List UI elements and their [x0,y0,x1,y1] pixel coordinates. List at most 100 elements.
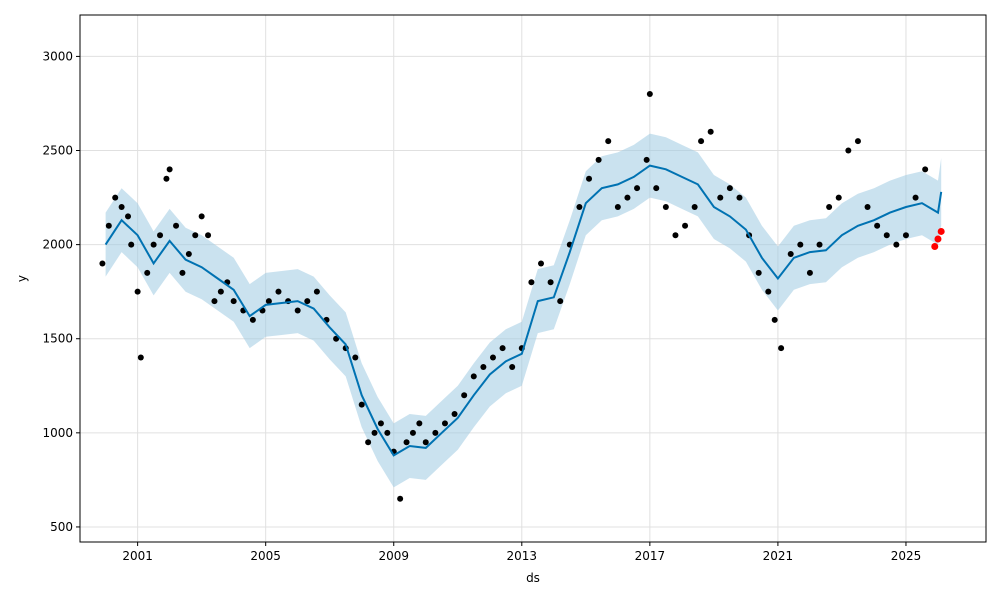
x-axis-ticks: 2001 2005 2009 2013 2017 2021 2025 [122,542,921,563]
observed-point [489,354,496,361]
observed-point [624,194,631,201]
y-tick-label: 3000 [42,49,73,63]
observed-point [217,288,224,295]
observed-point [586,175,593,182]
x-tick-label: 2021 [763,549,794,563]
observed-point [275,288,282,295]
observed-point [893,241,900,248]
observed-point [912,194,919,201]
observed-point [672,232,679,239]
observed-point [137,354,144,361]
observed-point [816,241,823,248]
observed-point [358,401,365,408]
observed-point [480,363,487,370]
observed-point [509,363,516,370]
observed-point [166,166,173,173]
observed-point [755,269,762,276]
observed-point [371,429,378,436]
observed-point [294,307,301,314]
forecast-line-layer [104,164,943,457]
observed-point [461,392,468,399]
observed-point [118,203,125,210]
observed-point [605,138,612,145]
y-tick-label: 2500 [42,144,73,158]
y-tick-label: 2000 [42,238,73,252]
observed-point [707,128,714,135]
observed-point [451,411,458,418]
observed-point [826,203,833,210]
observed-point [403,439,410,446]
x-tick-label: 2025 [891,549,922,563]
observed-point [313,288,320,295]
observed-point [198,213,205,220]
observed-point [797,241,804,248]
observed-point [105,222,112,229]
observed-point [304,298,311,305]
observed-point [173,222,180,229]
observed-point [144,269,151,276]
x-tick-label: 2013 [507,549,538,563]
uncertainty-band-layer [105,133,942,488]
y-axis-ticks: 500 1000 1500 2000 2500 3000 [42,49,80,534]
observed-point [726,185,733,192]
observed-point [835,194,842,201]
observed-point [265,298,272,305]
observed-point [157,232,164,239]
observed-point [883,232,890,239]
observed-point [765,288,772,295]
observed-point [441,420,448,427]
observed-point [365,439,372,446]
x-tick-label: 2009 [378,549,409,563]
observed-point [528,279,535,286]
observed-point [230,298,237,305]
x-axis-label: ds [526,571,540,585]
observed-point [682,222,689,229]
y-axis-label: y [15,275,29,282]
observed-point [163,175,170,182]
y-tick-label: 1000 [42,426,73,440]
observed-point [470,373,477,380]
uncertainty-band [105,133,942,488]
observed-point [854,138,861,145]
observed-point [211,298,218,305]
observed-point [717,194,724,201]
observed-point [662,203,669,210]
recent-observed-point [934,235,942,243]
observed-point [249,316,256,323]
observed-point [736,194,743,201]
observed-point [99,260,106,267]
observed-point [352,354,359,361]
observed-point [179,269,186,276]
observed-point [432,429,439,436]
x-tick-label: 2005 [250,549,281,563]
observed-point [806,269,813,276]
x-tick-label: 2017 [635,549,666,563]
observed-point [499,345,506,352]
observed-point [150,241,157,248]
observed-point [576,203,583,210]
observed-point [112,194,119,201]
observed-point [902,232,909,239]
observed-point [595,156,602,163]
observed-point [125,213,132,220]
plot-frame [79,14,987,543]
observed-point [416,420,423,427]
observed-point [205,232,212,239]
y-tick-label: 500 [50,520,73,534]
observed-point [547,279,554,286]
forecast-line [104,164,943,457]
observed-point [845,147,852,154]
observed-point [698,138,705,145]
observed-point [384,429,391,436]
observed-point [422,439,429,446]
observed-point [634,185,641,192]
observed-point [409,429,416,436]
y-tick-label: 1500 [42,332,73,346]
observed-point [874,222,881,229]
recent-observed-point [937,227,945,235]
observed-point [185,251,192,258]
recent-observed-point [931,243,939,251]
observed-point [922,166,929,173]
observed-point [134,288,141,295]
observed-point [128,241,135,248]
